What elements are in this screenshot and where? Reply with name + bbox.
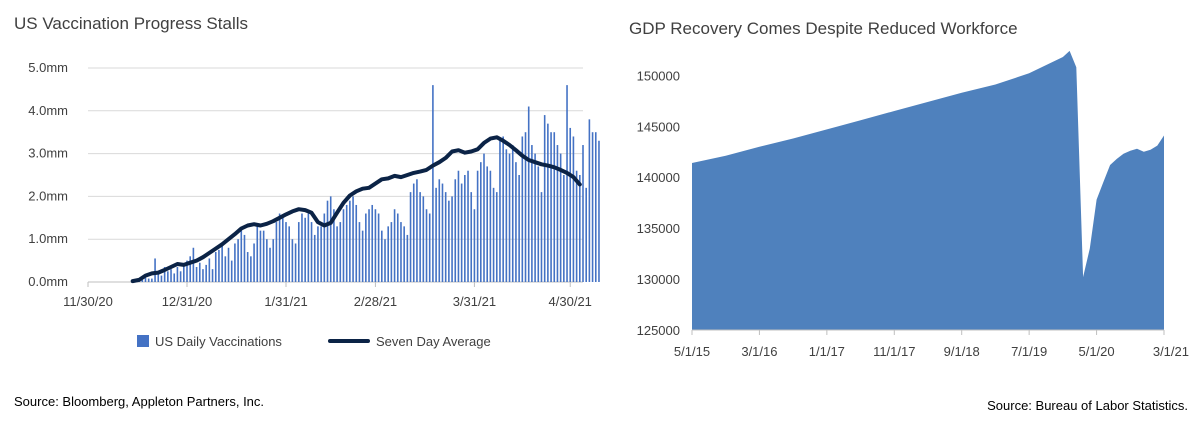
right-source-note: Source: Bureau of Labor Statistics. xyxy=(987,398,1188,413)
x-tick-label: 3/1/21 xyxy=(1153,344,1189,359)
y-tick-label: 145000 xyxy=(637,119,680,134)
y-tick-label: 135000 xyxy=(637,221,680,236)
left-source-note: Source: Bloomberg, Appleton Partners, In… xyxy=(14,394,264,409)
x-tick-label: 3/1/16 xyxy=(741,344,777,359)
y-tick-label: 140000 xyxy=(637,170,680,185)
x-tick-label: 7/1/19 xyxy=(1011,344,1047,359)
x-tick-label: 1/1/17 xyxy=(809,344,845,359)
y-tick-label: 150000 xyxy=(637,68,680,83)
y-tick-label: 130000 xyxy=(637,272,680,287)
y-tick-label: 125000 xyxy=(637,323,680,338)
right-chart: 125000 130000 135000 140000 145000 150000 5/1/… xyxy=(0,0,1203,370)
x-tick-label: 5/1/20 xyxy=(1078,344,1114,359)
x-tick-label: 11/1/17 xyxy=(873,344,915,359)
x-tick-label: 9/1/18 xyxy=(944,344,980,359)
x-tick-label: 5/1/15 xyxy=(674,344,710,359)
gdp-area xyxy=(692,51,1164,330)
